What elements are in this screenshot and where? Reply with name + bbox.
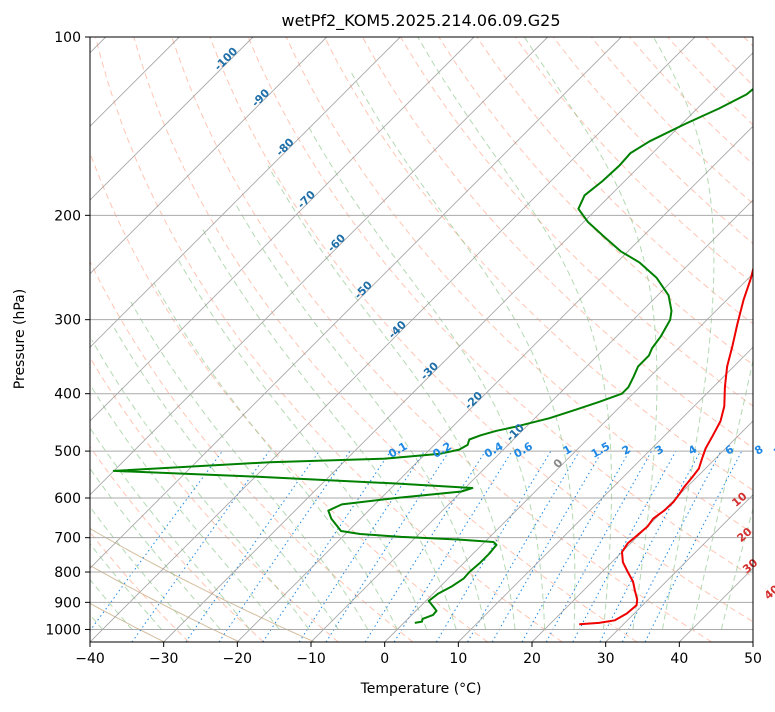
y-tick-label: 600 — [54, 491, 81, 507]
y-tick-label: 500 — [54, 444, 81, 460]
y-tick-label: 100 — [54, 30, 81, 46]
x-tick-label: 30 — [597, 651, 615, 667]
x-tick-label: 50 — [744, 651, 762, 667]
x-tick-label: −40 — [75, 651, 105, 667]
x-axis-label: Temperature (°C) — [360, 681, 482, 697]
x-tick-label: 0 — [380, 651, 389, 667]
y-tick-label: 700 — [54, 531, 81, 547]
y-tick-label: 200 — [54, 208, 81, 224]
y-tick-label: 900 — [54, 595, 81, 611]
y-tick-label: 800 — [54, 565, 81, 581]
x-tick-label: 40 — [670, 651, 688, 667]
y-tick-label: 300 — [54, 313, 81, 329]
x-tick-label: −20 — [223, 651, 253, 667]
y-axis-label: Pressure (hPa) — [12, 289, 28, 389]
y-tick-label: 1000 — [45, 622, 81, 638]
x-tick-label: 20 — [523, 651, 541, 667]
x-tick-label: −30 — [149, 651, 179, 667]
y-tick-label: 400 — [54, 387, 81, 403]
x-tick-label: 10 — [449, 651, 467, 667]
chart-title: wetPf2_KOM5.2025.214.06.09.G25 — [281, 11, 560, 31]
x-tick-label: −10 — [296, 651, 326, 667]
